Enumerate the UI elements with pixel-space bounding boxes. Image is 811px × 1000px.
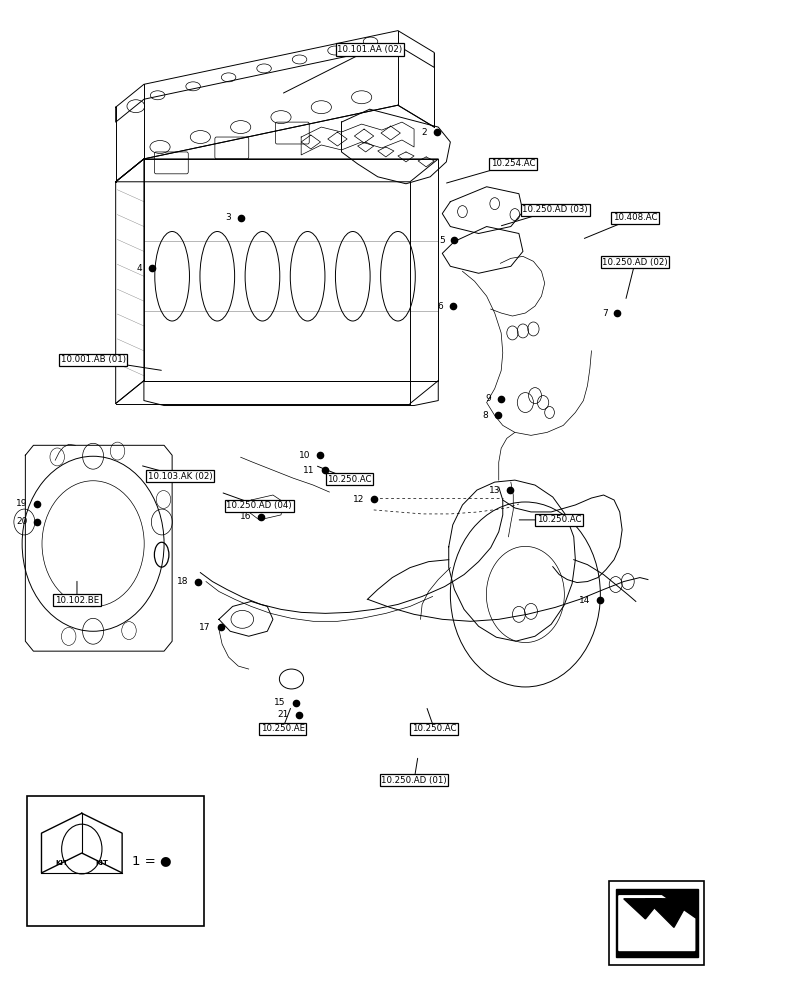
- Text: 10.102.BE: 10.102.BE: [55, 596, 99, 605]
- Text: 10.250.AD (02): 10.250.AD (02): [602, 258, 667, 267]
- Text: 8: 8: [482, 411, 487, 420]
- Text: 20: 20: [16, 517, 28, 526]
- Text: 10.001.AB (01): 10.001.AB (01): [61, 355, 126, 364]
- Polygon shape: [623, 899, 661, 919]
- Text: 18: 18: [177, 577, 188, 586]
- Text: 10.408.AC: 10.408.AC: [612, 213, 656, 222]
- Text: 13: 13: [488, 486, 500, 495]
- Text: 7: 7: [601, 309, 607, 318]
- Text: 10.250.AC: 10.250.AC: [327, 475, 371, 484]
- Text: 10.250.AD (04): 10.250.AD (04): [226, 501, 292, 510]
- Text: 2: 2: [421, 128, 427, 137]
- Text: 3: 3: [225, 213, 230, 222]
- Text: KIT: KIT: [96, 860, 109, 866]
- Text: 10.250.AD (03): 10.250.AD (03): [521, 205, 587, 214]
- Text: 16: 16: [239, 512, 251, 521]
- Text: 10.101.AA (02): 10.101.AA (02): [337, 45, 401, 54]
- Text: KIT: KIT: [55, 860, 68, 866]
- Polygon shape: [645, 899, 689, 927]
- Text: 14: 14: [578, 596, 590, 605]
- Text: 5: 5: [439, 236, 444, 245]
- Text: 10.250.AE: 10.250.AE: [260, 724, 304, 733]
- Text: 10.254.AC: 10.254.AC: [491, 159, 534, 168]
- Polygon shape: [618, 896, 694, 950]
- Text: 4: 4: [136, 264, 142, 273]
- FancyBboxPatch shape: [27, 796, 204, 926]
- FancyBboxPatch shape: [608, 881, 703, 965]
- Text: 12: 12: [352, 495, 363, 504]
- Text: 11: 11: [303, 466, 315, 475]
- Text: 10.250.AC: 10.250.AC: [411, 724, 456, 733]
- Text: 10.250.AD (01): 10.250.AD (01): [381, 776, 446, 785]
- Text: 10: 10: [298, 451, 310, 460]
- Text: 6: 6: [437, 302, 443, 311]
- Text: 9: 9: [485, 394, 491, 403]
- Text: 21: 21: [277, 710, 289, 719]
- Text: 17: 17: [199, 623, 211, 632]
- Text: 15: 15: [274, 698, 285, 707]
- Text: 10.250.AC: 10.250.AC: [536, 515, 581, 524]
- Text: 1 = ●: 1 = ●: [132, 854, 171, 867]
- FancyBboxPatch shape: [615, 889, 697, 957]
- Text: 19: 19: [16, 499, 28, 508]
- Text: 10.103.AK (02): 10.103.AK (02): [148, 472, 212, 481]
